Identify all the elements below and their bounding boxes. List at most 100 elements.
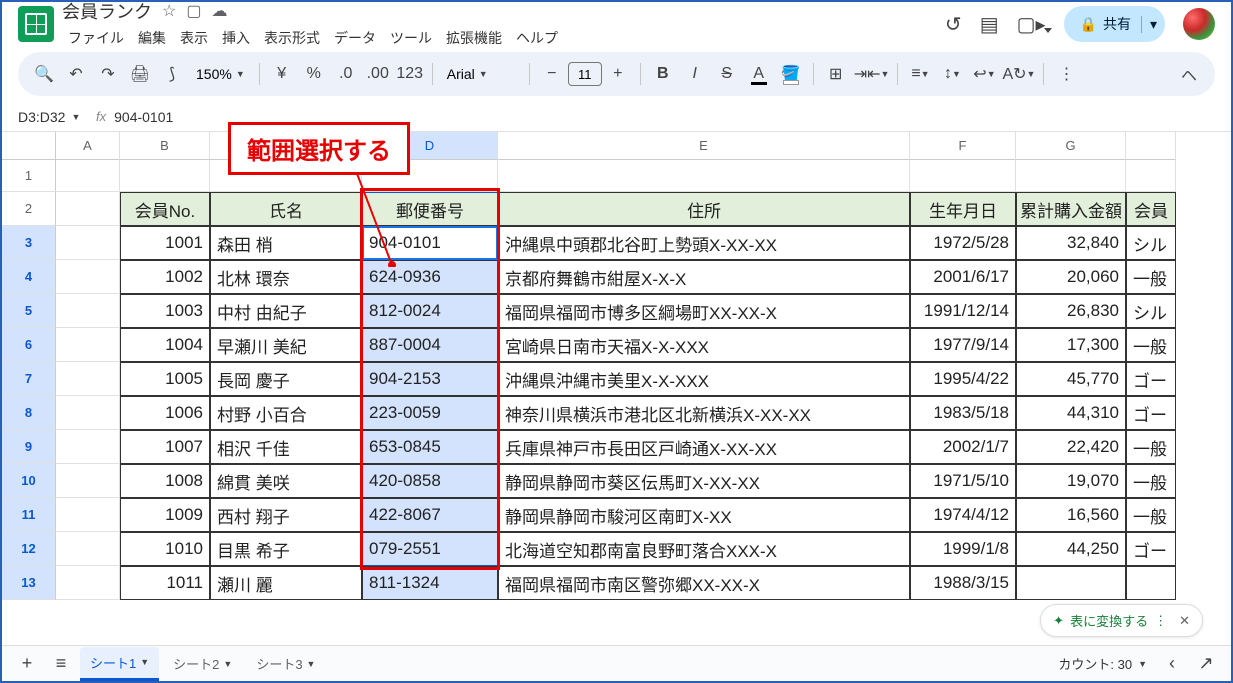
row-header-9[interactable]: 9 bbox=[2, 430, 56, 464]
cell[interactable] bbox=[120, 160, 210, 192]
bold-icon[interactable]: B bbox=[649, 60, 677, 88]
cell[interactable] bbox=[498, 160, 910, 192]
cell[interactable] bbox=[56, 430, 120, 464]
cell-rank[interactable]: ゴー bbox=[1126, 362, 1176, 396]
collapse-toolbar-icon[interactable]: ヘ bbox=[1175, 60, 1203, 88]
zoom-select[interactable]: 150% ▼ bbox=[190, 66, 251, 82]
strike-icon[interactable]: S bbox=[713, 60, 741, 88]
cell-dob[interactable]: 1972/5/28 bbox=[910, 226, 1016, 260]
cell-no[interactable]: 1004 bbox=[120, 328, 210, 362]
row-header-12[interactable]: 12 bbox=[2, 532, 56, 566]
cell-name[interactable]: 相沢 千佳 bbox=[210, 430, 362, 464]
cell-name[interactable]: 中村 由紀子 bbox=[210, 294, 362, 328]
doc-title[interactable]: 会員ランク bbox=[62, 0, 152, 24]
cell-name[interactable]: 瀬川 麗 bbox=[210, 566, 362, 600]
cell-rank[interactable]: シル bbox=[1126, 294, 1176, 328]
convert-more-icon[interactable]: ⋮ bbox=[1154, 613, 1167, 629]
sheets-logo[interactable] bbox=[18, 6, 54, 42]
menu-file[interactable]: ファイル bbox=[62, 26, 130, 50]
italic-icon[interactable]: I bbox=[681, 60, 709, 88]
cell-zip[interactable]: 811-1324 bbox=[362, 566, 498, 600]
cell-no[interactable]: 1008 bbox=[120, 464, 210, 498]
select-all-corner[interactable] bbox=[2, 132, 56, 160]
cell-name[interactable]: 北林 環奈 bbox=[210, 260, 362, 294]
cell-zip[interactable]: 223-0059 bbox=[362, 396, 498, 430]
cell-no[interactable]: 1006 bbox=[120, 396, 210, 430]
cell[interactable] bbox=[56, 226, 120, 260]
star-icon[interactable]: ☆ bbox=[162, 1, 176, 21]
move-icon[interactable]: ▢ bbox=[186, 1, 201, 21]
row-header-2[interactable]: 2 bbox=[2, 192, 56, 226]
tab-sheet2[interactable]: シート2 ▼ bbox=[163, 648, 242, 679]
cell[interactable] bbox=[56, 396, 120, 430]
cell-name[interactable]: 早瀬川 美紀 bbox=[210, 328, 362, 362]
cell-dob[interactable]: 1971/5/10 bbox=[910, 464, 1016, 498]
menu-data[interactable]: データ bbox=[328, 26, 382, 50]
table-header[interactable]: 累計購入金額 bbox=[1016, 192, 1126, 226]
halign-icon[interactable]: ≡ ▼ bbox=[906, 60, 934, 88]
cell-addr[interactable]: 神奈川県横浜市港北区北新横浜X-XX-XX bbox=[498, 396, 910, 430]
table-header[interactable]: 郵便番号 bbox=[362, 192, 498, 226]
cell-amt[interactable]: 16,560 bbox=[1016, 498, 1126, 532]
row-header-11[interactable]: 11 bbox=[2, 498, 56, 532]
convert-to-table-pill[interactable]: ✦ 表に変換する ⋮ ✕ bbox=[1040, 604, 1203, 637]
cell-no[interactable]: 1011 bbox=[120, 566, 210, 600]
add-sheet-icon[interactable]: + bbox=[12, 650, 42, 678]
fill-color-icon[interactable]: 🪣 bbox=[777, 60, 805, 88]
valign-icon[interactable]: ↕ ▼ bbox=[938, 60, 966, 88]
cell[interactable] bbox=[1126, 160, 1176, 192]
cell-rank[interactable]: 一般 bbox=[1126, 498, 1176, 532]
cell-addr[interactable]: 宮崎県日南市天福X-X-XXX bbox=[498, 328, 910, 362]
row-header-6[interactable]: 6 bbox=[2, 328, 56, 362]
search-icon[interactable]: 🔍 bbox=[30, 60, 58, 88]
share-dropdown-icon[interactable]: ▾ bbox=[1141, 16, 1157, 33]
cell-name[interactable]: 長岡 慶子 bbox=[210, 362, 362, 396]
cell-name[interactable]: 目黒 希子 bbox=[210, 532, 362, 566]
cell[interactable] bbox=[56, 498, 120, 532]
cell-zip[interactable]: 904-2153 bbox=[362, 362, 498, 396]
cell-name[interactable]: 綿貫 美咲 bbox=[210, 464, 362, 498]
cell[interactable] bbox=[56, 532, 120, 566]
cell-rank[interactable] bbox=[1126, 566, 1176, 600]
table-header[interactable]: 住所 bbox=[498, 192, 910, 226]
all-sheets-icon[interactable]: ≡ bbox=[46, 650, 76, 678]
col-header-B[interactable]: B bbox=[120, 132, 210, 160]
table-header[interactable]: 会員No. bbox=[120, 192, 210, 226]
cell[interactable] bbox=[56, 464, 120, 498]
row-header-1[interactable]: 1 bbox=[2, 160, 56, 192]
cell-addr[interactable]: 北海道空知郡南富良野町落合XXX-X bbox=[498, 532, 910, 566]
cell-addr[interactable]: 静岡県静岡市駿河区南町X-XX bbox=[498, 498, 910, 532]
history-icon[interactable]: ↺ bbox=[945, 12, 962, 37]
cell-dob[interactable]: 1995/4/22 bbox=[910, 362, 1016, 396]
cell[interactable] bbox=[910, 160, 1016, 192]
cell[interactable] bbox=[56, 566, 120, 600]
cell-no[interactable]: 1010 bbox=[120, 532, 210, 566]
cell-rank[interactable]: 一般 bbox=[1126, 260, 1176, 294]
cell-name[interactable]: 村野 小百合 bbox=[210, 396, 362, 430]
cell-no[interactable]: 1001 bbox=[120, 226, 210, 260]
cell-no[interactable]: 1002 bbox=[120, 260, 210, 294]
cell-dob[interactable]: 2002/1/7 bbox=[910, 430, 1016, 464]
cell-zip[interactable]: 904-0101 bbox=[362, 226, 498, 260]
cell-zip[interactable]: 624-0936 bbox=[362, 260, 498, 294]
tab-sheet1[interactable]: シート1 ▼ bbox=[80, 647, 159, 681]
menu-format[interactable]: 表示形式 bbox=[258, 26, 326, 50]
cell-zip[interactable]: 812-0024 bbox=[362, 294, 498, 328]
decrease-decimal-icon[interactable]: .0 bbox=[332, 60, 360, 88]
cell-rank[interactable]: 一般 bbox=[1126, 430, 1176, 464]
cell-rank[interactable]: シル bbox=[1126, 226, 1176, 260]
cell-amt[interactable] bbox=[1016, 566, 1126, 600]
wrap-icon[interactable]: ↩ ▼ bbox=[970, 60, 998, 88]
row-header-5[interactable]: 5 bbox=[2, 294, 56, 328]
cell-rank[interactable]: 一般 bbox=[1126, 464, 1176, 498]
menu-tools[interactable]: ツール bbox=[384, 26, 438, 50]
paint-format-icon[interactable]: ⟆ bbox=[158, 60, 186, 88]
row-header-13[interactable]: 13 bbox=[2, 566, 56, 600]
col-header-F[interactable]: F bbox=[910, 132, 1016, 160]
more-formats-icon[interactable]: 123 bbox=[396, 60, 424, 88]
cell-zip[interactable]: 420-0858 bbox=[362, 464, 498, 498]
row-header-4[interactable]: 4 bbox=[2, 260, 56, 294]
redo-icon[interactable]: ↷ bbox=[94, 60, 122, 88]
cell-addr[interactable]: 京都府舞鶴市紺屋X-X-X bbox=[498, 260, 910, 294]
menu-view[interactable]: 表示 bbox=[174, 26, 214, 50]
